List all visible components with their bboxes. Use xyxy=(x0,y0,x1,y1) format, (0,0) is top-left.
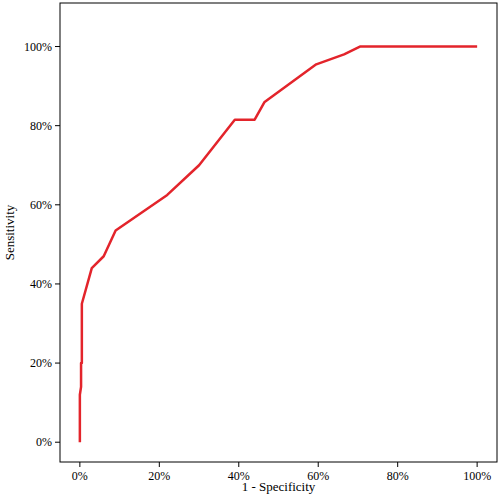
x-tick-label: 20% xyxy=(148,469,170,483)
plot-frame xyxy=(60,3,497,462)
y-tick-label: 80% xyxy=(30,119,52,133)
x-tick xyxy=(477,462,478,467)
y-tick-label: 100% xyxy=(24,40,52,54)
y-tick xyxy=(55,442,60,443)
chart-container: 0%20%40%60%80%100%0%20%40%60%80%100%1 - … xyxy=(0,0,500,495)
y-tick xyxy=(55,204,60,205)
y-tick-label: 40% xyxy=(30,277,52,291)
x-tick xyxy=(397,462,398,467)
plot-area xyxy=(80,47,477,443)
y-tick-label: 60% xyxy=(30,198,52,212)
y-tick xyxy=(55,363,60,364)
x-tick-label: 100% xyxy=(463,469,491,483)
y-tick xyxy=(55,283,60,284)
x-axis-label: 1 - Specificity xyxy=(242,479,316,494)
x-tick xyxy=(238,462,239,467)
x-tick xyxy=(159,462,160,467)
y-axis-label: Sensitivity xyxy=(2,204,17,260)
y-tick-label: 20% xyxy=(30,356,52,370)
y-tick-label: 0% xyxy=(36,435,52,449)
x-tick-label: 80% xyxy=(387,469,409,483)
x-tick xyxy=(318,462,319,467)
y-tick xyxy=(55,46,60,47)
x-tick-label: 0% xyxy=(72,469,88,483)
x-tick xyxy=(79,462,80,467)
y-tick xyxy=(55,125,60,126)
roc-curve xyxy=(80,47,477,443)
chart-svg: 0%20%40%60%80%100%0%20%40%60%80%100%1 - … xyxy=(0,0,500,495)
